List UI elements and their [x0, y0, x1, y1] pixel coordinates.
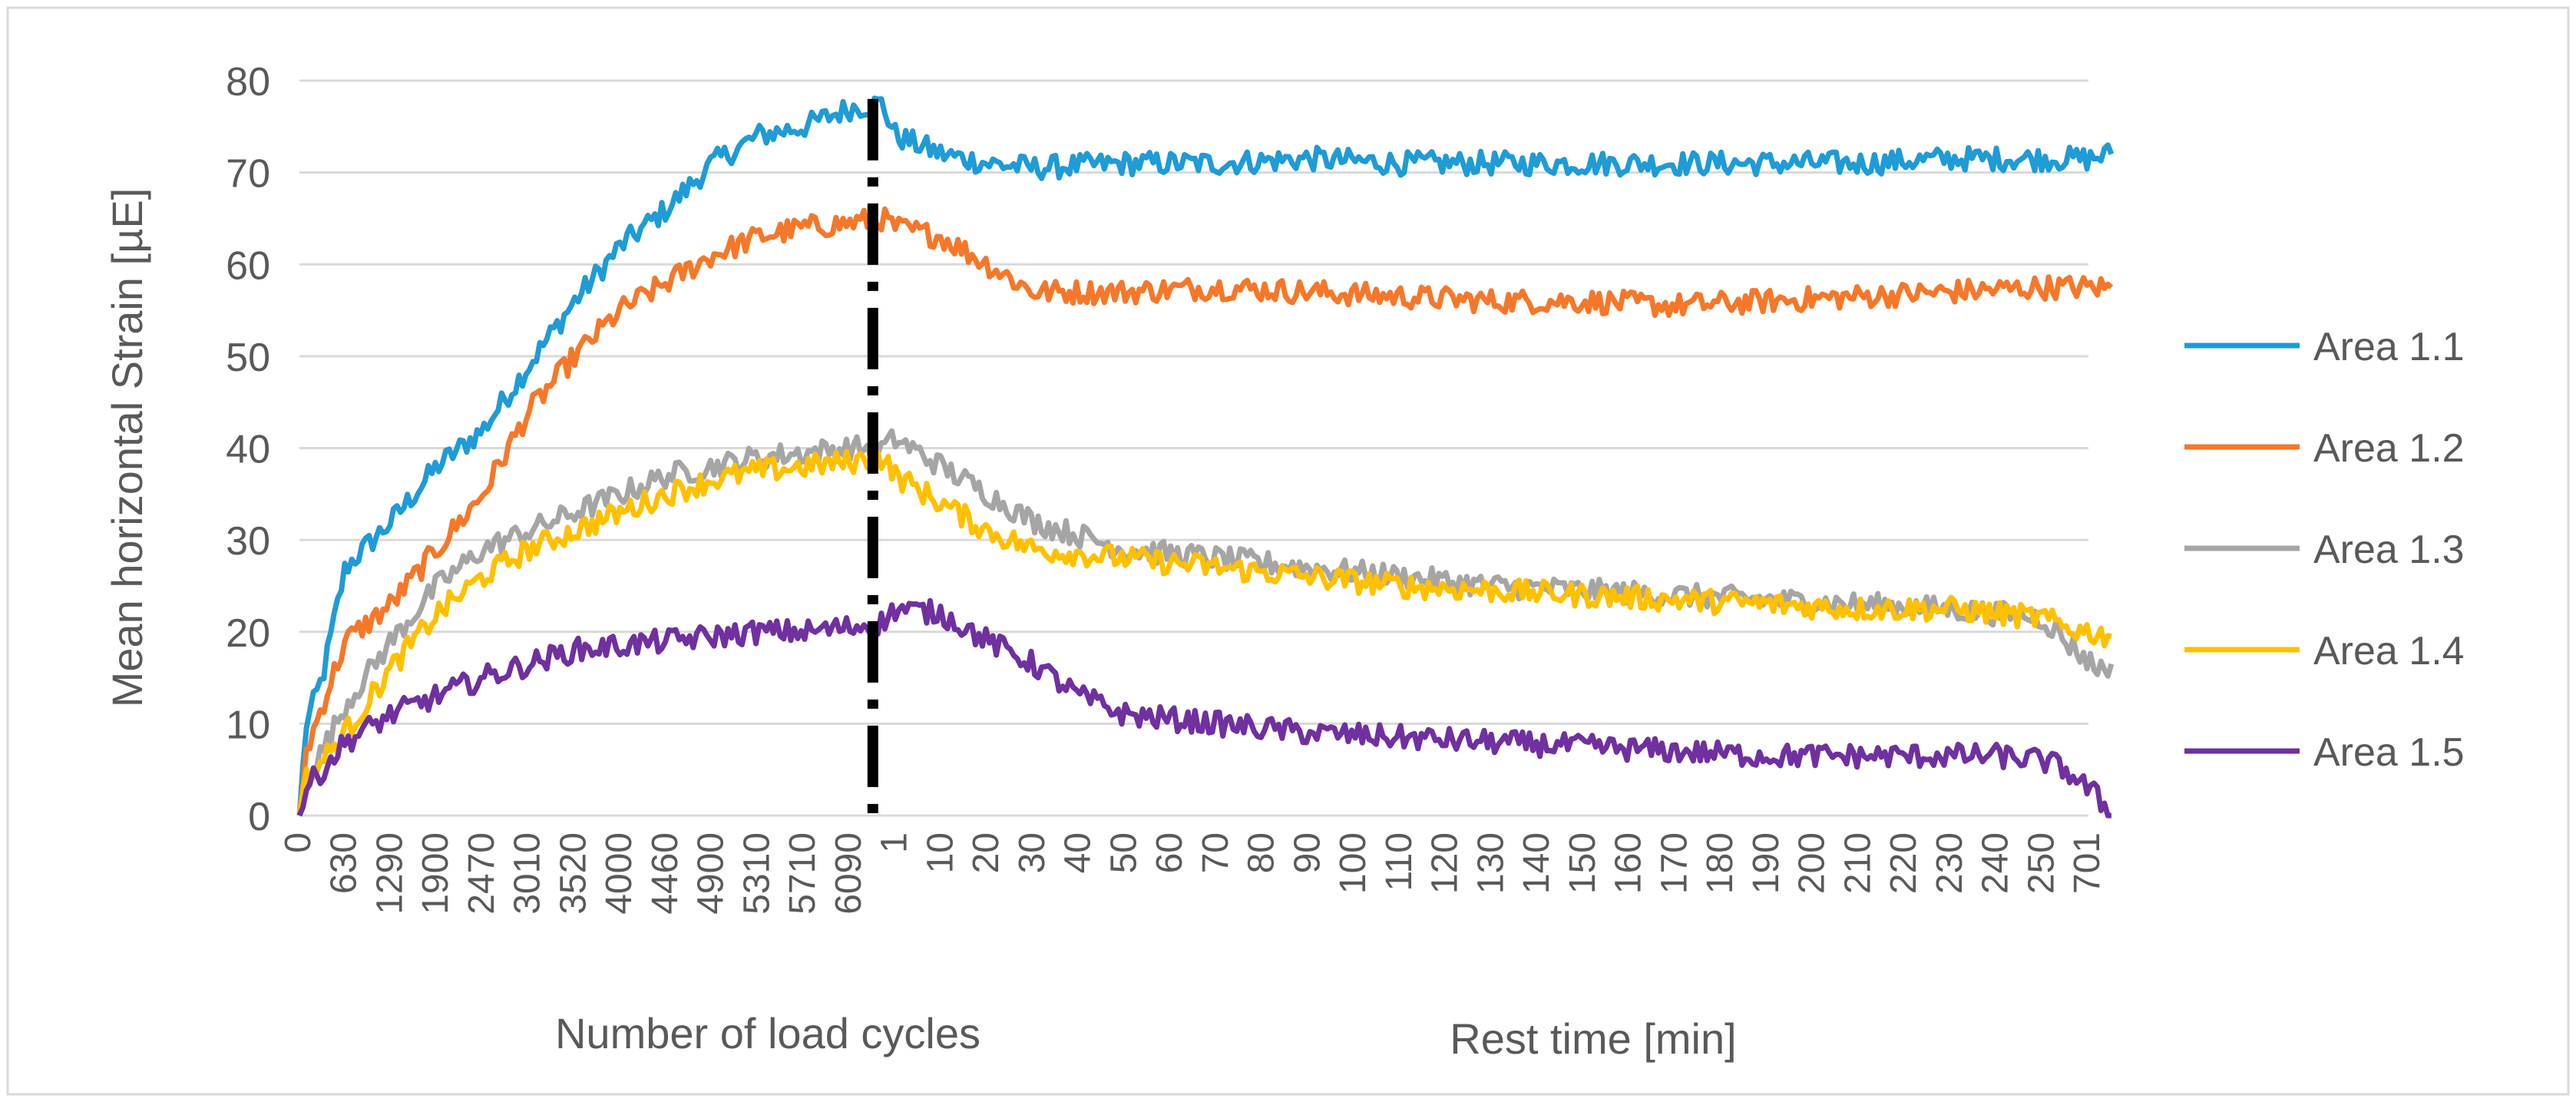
x-tick-label: 3010: [508, 832, 548, 915]
chart-border: [6, 6, 2570, 1096]
x-tick-label: 30: [1012, 832, 1053, 873]
series-layer: [296, 95, 2115, 819]
y-tick-label: 0: [248, 795, 270, 839]
legend-label: Area 1.5: [2313, 730, 2465, 775]
x-tick-label: 80: [1242, 832, 1282, 873]
x-tick-label: 2470: [461, 832, 502, 915]
x-tick-label: 701: [2067, 832, 2108, 894]
x-tick-label: 50: [1103, 832, 1144, 873]
x-tick-label: 190: [1746, 832, 1787, 894]
x-tick-label: 630: [324, 832, 365, 894]
x-tick-label: 100: [1333, 832, 1374, 894]
x-tick-label: 160: [1609, 832, 1649, 894]
x-tick-label: 140: [1516, 832, 1557, 894]
legend-label: Area 1.4: [2313, 629, 2465, 673]
series-line-area-1-4: [296, 448, 2112, 816]
x-tick-label: 5710: [782, 832, 823, 915]
y-tick-label: 20: [226, 611, 270, 656]
y-tick-labels: 0 10 20 30 40 50 60 70 80: [226, 60, 270, 839]
y-tick-label: 10: [226, 703, 270, 747]
x-tick-label: 150: [1562, 832, 1603, 894]
x-tick-label: 5310: [736, 832, 777, 915]
series-line-area-1-1: [296, 95, 2115, 816]
y-tick-label: 50: [226, 336, 270, 380]
y-tick-label: 80: [226, 60, 270, 104]
x-tick-label: 20: [966, 832, 1007, 873]
x-tick-label: 4000: [599, 832, 640, 915]
x-tick-label: 40: [1058, 832, 1099, 873]
y-axis-label: Mean horizontal Strain [µE]: [103, 188, 151, 708]
series-line-area-1-2: [296, 206, 2114, 816]
x-tick-label: 3520: [553, 832, 594, 915]
x-tick-labels: 0 630 1290 1900 2470 3010 3520 4000 4460 4900 5310…: [278, 832, 2108, 915]
x-tick-label: 230: [1930, 832, 1970, 894]
x-tick-label: 0: [278, 832, 319, 853]
x-tick-label: 240: [1976, 832, 2016, 894]
legend-label: Area 1.1: [2313, 325, 2465, 369]
y-tick-label: 40: [226, 428, 270, 472]
legend: Area 1.1 Area 1.2 Area 1.3 Area 1.4 Area 1.5: [2184, 325, 2465, 775]
x-axis-label-rest-time: Rest time [min]: [1450, 1014, 1736, 1063]
x-tick-label: 1900: [415, 832, 456, 915]
x-tick-label: 210: [1837, 832, 1878, 894]
x-tick-label: 200: [1792, 832, 1833, 894]
x-tick-label: 120: [1425, 832, 1466, 894]
x-tick-label: 90: [1287, 832, 1328, 873]
gridlines: [299, 79, 2088, 817]
y-tick-label: 30: [226, 519, 270, 564]
legend-label: Area 1.2: [2313, 426, 2465, 471]
x-tick-label: 70: [1195, 832, 1236, 873]
x-tick-label: 4460: [645, 832, 686, 915]
x-axis-label-load-cycles: Number of load cycles: [555, 1009, 980, 1057]
x-tick-label: 130: [1470, 832, 1511, 894]
x-tick-label: 60: [1149, 832, 1190, 873]
x-tick-label: 10: [920, 832, 961, 873]
y-tick-label: 70: [226, 152, 270, 197]
x-tick-label: 4900: [691, 832, 732, 915]
x-tick-label: 1290: [369, 832, 410, 915]
series-line-area-1-5: [296, 597, 2111, 819]
x-tick-label: 250: [2021, 832, 2062, 894]
legend-label: Area 1.3: [2313, 528, 2465, 572]
x-tick-label: 6090: [828, 832, 869, 915]
x-tick-label: 220: [1883, 832, 1924, 894]
y-tick-label: 60: [226, 243, 270, 288]
x-tick-label: 170: [1654, 832, 1695, 894]
x-tick-label: 180: [1700, 832, 1741, 894]
x-tick-label: 110: [1379, 832, 1420, 892]
x-tick-label: 1: [875, 832, 915, 853]
